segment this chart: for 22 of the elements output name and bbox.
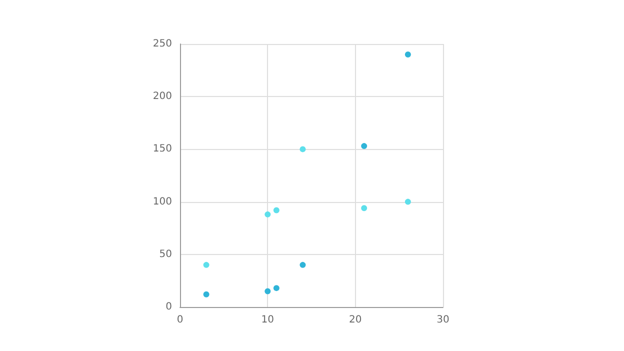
point: [273, 207, 280, 214]
point: [273, 285, 280, 292]
point: [203, 262, 210, 268]
y-tick-label: 200: [152, 91, 172, 102]
x-tick-label: 10: [261, 314, 274, 326]
point: [264, 211, 271, 218]
x-tick-label: 0: [176, 314, 184, 326]
point: [300, 146, 306, 152]
point: [361, 205, 368, 212]
point: [361, 143, 368, 150]
x-tick-label: 30: [436, 314, 450, 326]
point: [404, 198, 411, 205]
y-tick-label: 150: [152, 144, 172, 155]
point: [203, 291, 210, 298]
point: [300, 262, 306, 268]
y-tick-label: 50: [159, 248, 172, 260]
y-tick-label: 250: [152, 38, 172, 50]
x-tick-label: 20: [348, 314, 362, 326]
point: [404, 52, 411, 58]
y-tick-label: 0: [166, 302, 172, 312]
y-tick-label: 100: [152, 196, 172, 208]
point: [264, 288, 271, 294]
